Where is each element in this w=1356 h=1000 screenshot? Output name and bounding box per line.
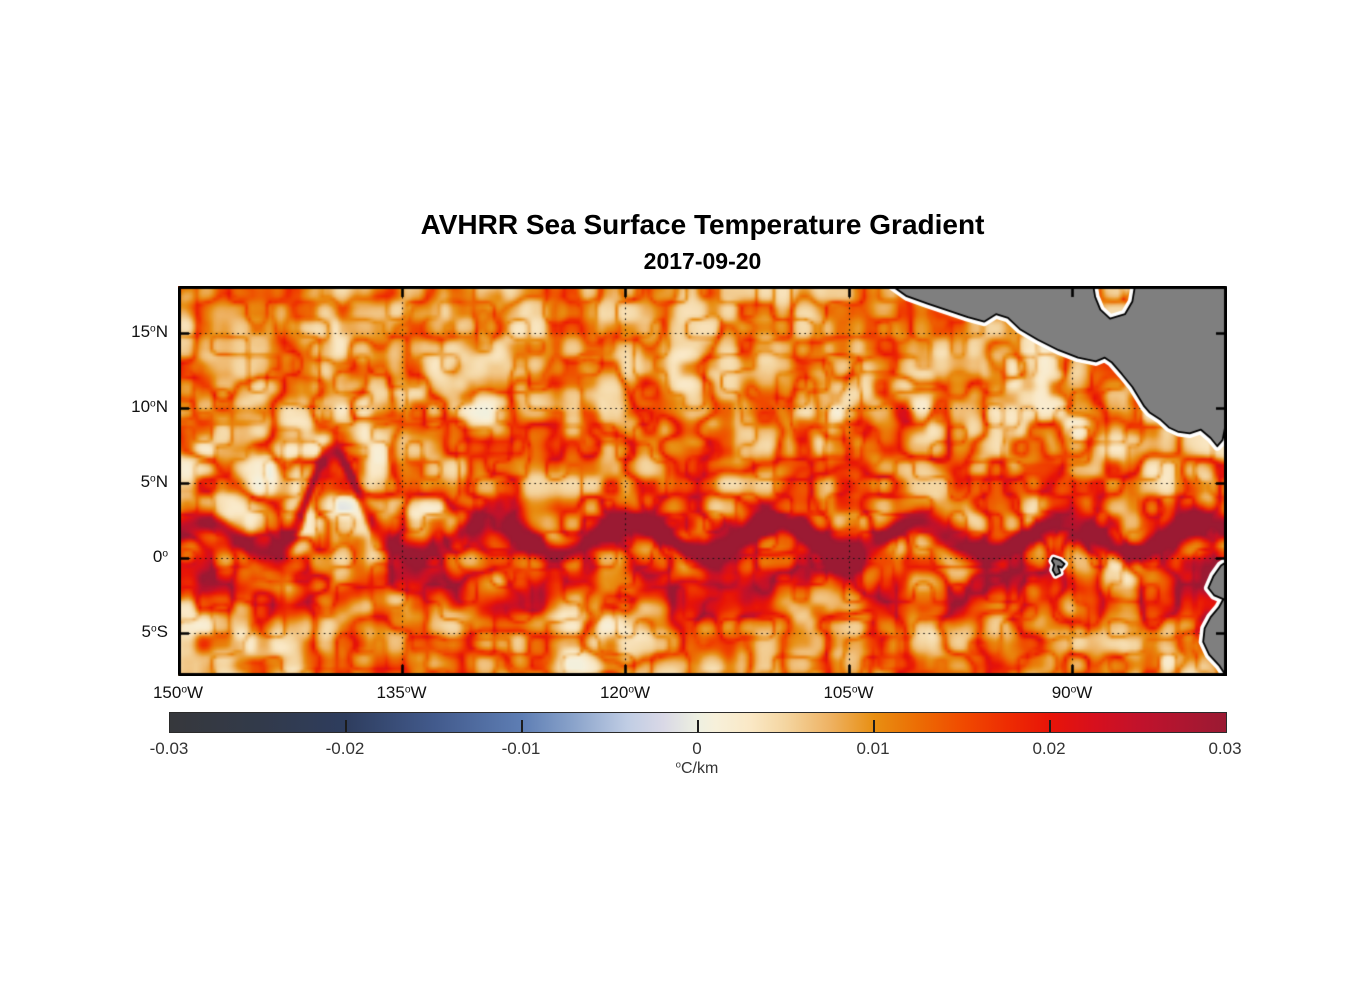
colorbar-tick-label: 0.01 [856, 739, 890, 758]
chart-title: AVHRR Sea Surface Temperature Gradient [420, 209, 985, 240]
y-tick-label: 15oN [131, 321, 168, 341]
x-tick-label: 90oW [1051, 683, 1093, 702]
y-tick-label: 10oN [131, 396, 168, 416]
x-tick-label: 135oW [376, 683, 427, 702]
colorbar-tick-label: 0.03 [1208, 739, 1242, 758]
y-tick-label: 0o [152, 546, 168, 566]
x-tick-label: 105oW [823, 683, 874, 702]
colorbar-tick-label: 0 [692, 739, 702, 758]
y-tick-label: 5oS [141, 621, 168, 641]
y-tick-label: 5oN [140, 471, 168, 491]
colorbar-tick-label: -0.03 [149, 739, 189, 758]
colorbar-tick [697, 720, 699, 732]
colorbar [169, 712, 1227, 733]
colorbar-tick [873, 720, 875, 732]
x-tick-label: 120oW [599, 683, 651, 702]
chart-date: 2017-09-20 [643, 248, 762, 274]
colorbar-tick-label: 0.02 [1032, 739, 1066, 758]
colorbar-tick-label: -0.02 [325, 739, 365, 758]
x-tick-label: 150oW [152, 683, 204, 702]
colorbar-unit-label: oC/km [675, 759, 719, 777]
colorbar-tick [345, 720, 347, 732]
colorbar-tick [1049, 720, 1051, 732]
colorbar-tick-label: -0.01 [501, 739, 541, 758]
sst-gradient-map [178, 286, 1227, 676]
colorbar-tick [521, 720, 523, 732]
